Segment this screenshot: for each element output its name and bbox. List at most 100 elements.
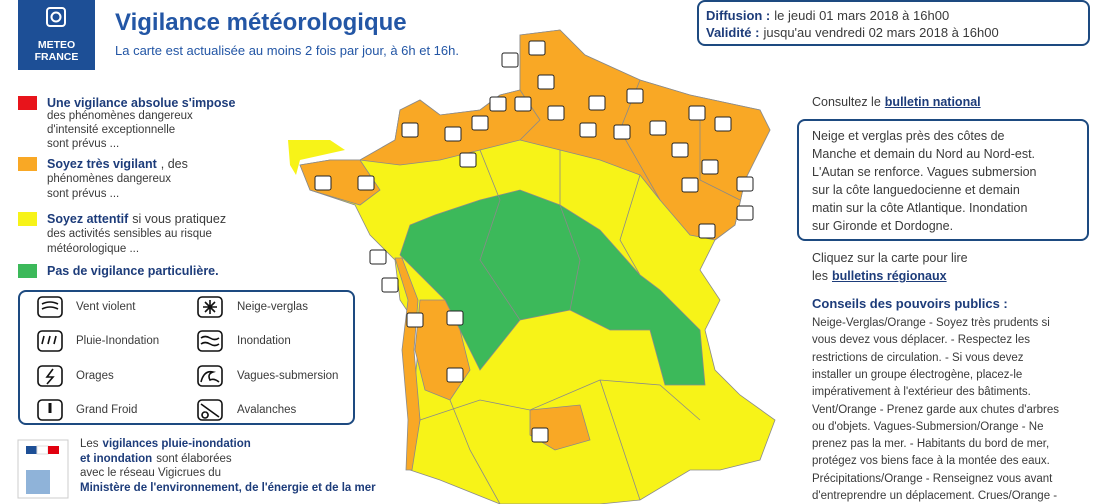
text-segment: d'intensité exceptionnelle xyxy=(47,124,176,136)
level-swatch xyxy=(18,264,37,278)
map-alert-icon xyxy=(714,116,732,132)
map-alert-icon xyxy=(537,74,555,90)
text-segment: des phénomènes dangereux xyxy=(47,110,193,122)
level-description: sont prévus ... xyxy=(47,188,120,201)
picto-snow xyxy=(203,300,217,314)
pictogram-label: Vent violent xyxy=(76,301,136,313)
coastal-zone[interactable] xyxy=(288,140,345,175)
text-segment: avec le réseau Vigicrues du xyxy=(80,467,222,479)
logo-icon xyxy=(50,11,62,23)
level-description: sont prévus ... xyxy=(47,138,119,151)
advice-line: prenez pas la mer. - Habitants du bord d… xyxy=(812,438,1050,451)
map-alert-icon xyxy=(698,223,716,239)
map-alert-icon xyxy=(681,177,699,193)
picto-frame xyxy=(197,330,223,352)
map-region[interactable] xyxy=(299,159,381,206)
text-segment: sont élaborées xyxy=(156,452,232,465)
map-alert-icon xyxy=(369,249,387,265)
regional-line: Cliquez sur la carte pour lire xyxy=(812,252,968,265)
text-segment: les xyxy=(812,269,828,283)
level-description: des phénomènes dangereux xyxy=(47,110,193,123)
text-segment: Soyez attentif xyxy=(47,212,129,226)
level-title: Pas de vigilance particulière. xyxy=(47,265,219,278)
map-alert-icon xyxy=(446,367,464,383)
text-segment: jusqu'au vendredi 02 mars 2018 à 16h00 xyxy=(763,25,999,40)
text-segment: sont prévus ... xyxy=(47,188,120,200)
map-alert-icon xyxy=(531,427,549,443)
level-description: d'intensité exceptionnelle xyxy=(47,124,176,137)
summary-box xyxy=(797,119,1089,241)
picto-frame xyxy=(37,330,63,352)
logo-icon xyxy=(46,7,66,27)
map-alert-icon xyxy=(688,105,706,121)
emblem-flag xyxy=(26,446,37,454)
page-subtitle: La carte est actualisée au moins 2 fois … xyxy=(115,43,459,58)
map-alert-icon xyxy=(736,205,754,221)
coastal-zone[interactable] xyxy=(394,257,421,471)
picto-frame xyxy=(37,399,63,421)
page-title: Vigilance météorologique xyxy=(115,9,407,36)
summary-line: Neige et verglas près des côtes de xyxy=(812,129,1005,143)
text-segment: Les xyxy=(80,438,99,450)
map-alert-icon xyxy=(613,124,631,140)
link[interactable]: bulletins régionaux xyxy=(831,269,947,283)
map-alert-icon xyxy=(471,115,489,131)
map[interactable] xyxy=(288,29,776,504)
pictogram-box xyxy=(18,290,355,425)
summary-line: sur Gironde et Dordogne. xyxy=(812,219,954,233)
map-alert-icon xyxy=(459,152,477,168)
map-alert-icon xyxy=(514,96,532,112)
map-alert-icon xyxy=(489,96,507,112)
national-link-line: Consultez le bulletin national xyxy=(812,96,981,109)
picto-frame xyxy=(37,296,63,318)
text-segment: , des xyxy=(160,157,188,171)
summary-line: L'Autan se renforce. Vagues submersion xyxy=(812,165,1037,179)
picto-frame xyxy=(197,365,223,387)
map-alert-icon xyxy=(626,88,644,104)
text-segment: phénomènes dangereux xyxy=(47,172,172,185)
text-segment: Diffusion : xyxy=(706,8,771,23)
level-swatch xyxy=(18,212,37,226)
map-alert-icon xyxy=(701,159,719,175)
map-alert-icon xyxy=(446,310,464,326)
ministry-line: Les vigilances pluie-inondation xyxy=(80,438,251,451)
picto-storm xyxy=(45,368,55,385)
level-description: phénomènes dangereux xyxy=(47,172,172,186)
map-alert-icon xyxy=(444,126,462,142)
advice-line: protégez vos biens face à la montée des … xyxy=(812,455,1050,468)
pictogram-label: Grand Froid xyxy=(76,404,138,416)
pictogram-label: Orages xyxy=(76,370,114,382)
link[interactable]: bulletin national xyxy=(884,95,981,109)
advice-line: installer un groupe électrogène, placez-… xyxy=(812,368,1023,381)
pictogram-label: Neige-verglas xyxy=(237,301,308,313)
level-title: Une vigilance absolue s'impose xyxy=(47,97,235,110)
level-description: des activités sensibles au risque xyxy=(47,228,212,241)
map-alert-icon xyxy=(547,105,565,121)
pictogram-label: Avalanches xyxy=(237,404,297,416)
emblem-flag xyxy=(36,445,49,455)
map-icons xyxy=(314,40,754,443)
advice-line: ou d'objets. Vagues-Submersion/Orange - … xyxy=(812,420,1044,433)
text-segment: et inondation xyxy=(80,452,153,465)
pictogram-label: Pluie-Inondation xyxy=(76,335,160,347)
text-segment: si vous pratiquez xyxy=(132,212,227,226)
ministry-line: et inondation sont élaborées xyxy=(80,452,232,466)
picto-wind xyxy=(41,301,59,310)
map-alert-icon xyxy=(736,176,754,192)
advice-line: Vent/Orange - Prenez garde aux chutes d'… xyxy=(812,403,1060,416)
text-segment: Pas de vigilance particulière. xyxy=(47,264,219,278)
advice-line: restrictions de circulation. - Si vous d… xyxy=(812,351,1024,364)
regional-line: les bulletins régionaux xyxy=(812,270,947,283)
level-description: météorologique ... xyxy=(47,243,140,256)
text-segment: météorologique ... xyxy=(47,243,140,255)
level-title: Soyez très vigilant, des xyxy=(47,158,188,171)
picto-frame xyxy=(37,365,63,387)
pictogram-label: Vagues-submersion xyxy=(237,370,339,382)
advice-line: Neige-Verglas/Orange - Soyez très pruden… xyxy=(812,317,1050,329)
level-swatch xyxy=(18,96,37,110)
summary-line: matin sur la côte Atlantique. Inondation xyxy=(812,201,1028,215)
text-segment: Consultez le xyxy=(812,95,881,109)
